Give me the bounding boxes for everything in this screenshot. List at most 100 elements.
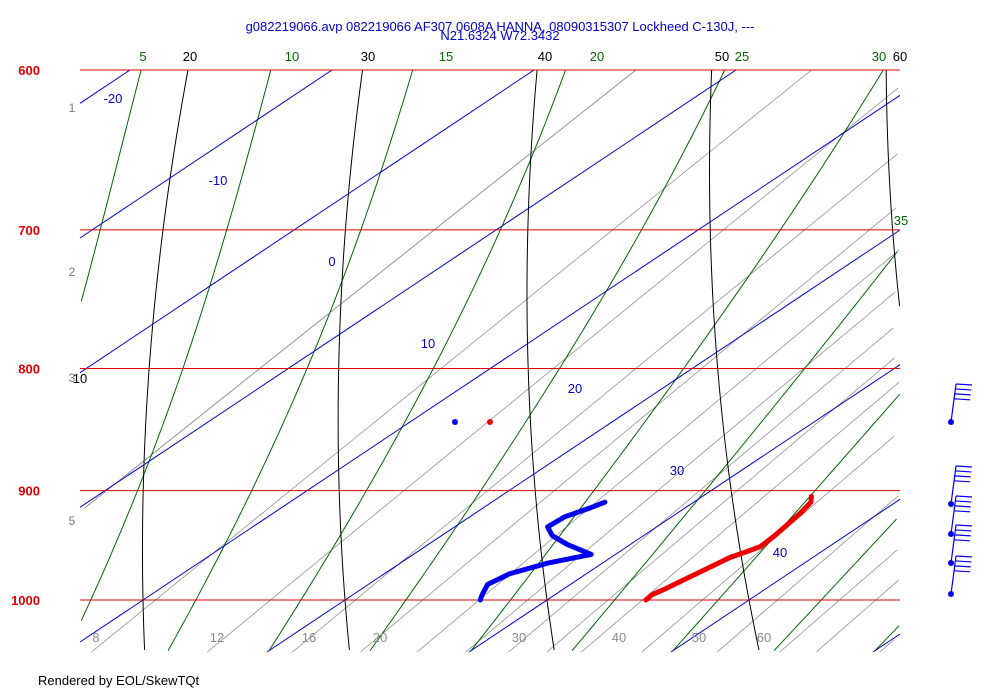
wind-barb-flag <box>954 565 971 568</box>
wind-barb-flag <box>954 393 971 396</box>
moist-adiabat-line <box>167 69 414 651</box>
wind-barb-flag <box>955 500 972 503</box>
wind-barb-flag <box>954 510 971 513</box>
mixing-ratio-label: 12 <box>210 630 224 645</box>
wind-barbs <box>948 383 973 597</box>
mixing-ratio-label: 8 <box>92 630 99 645</box>
wind-barb-shaft <box>950 524 957 564</box>
dry-adiabat-label: 50 <box>715 49 729 64</box>
isotherm-label: 20 <box>568 381 582 396</box>
dewpoint-profile <box>477 499 608 603</box>
mixing-ratio-line <box>416 249 900 653</box>
isotherm-label: -20 <box>104 91 123 106</box>
wind-barb <box>948 383 973 425</box>
moist-adiabat-line <box>874 625 900 651</box>
wind-barb <box>948 555 973 597</box>
isotherm-label: -10 <box>209 173 228 188</box>
mixing-ratio-label: 60 <box>757 630 771 645</box>
dry-adiabat-label: 20 <box>183 49 197 64</box>
isobar-label: 600 <box>18 63 40 78</box>
wind-barb-flag <box>955 555 973 558</box>
isotherm-line <box>872 633 901 653</box>
wind-barb-shaft <box>950 555 957 595</box>
mixing-ratio-line <box>716 495 899 653</box>
chart-title-line2: N21.6324 W72.3432 <box>440 28 560 43</box>
dry-adiabat-label: 30 <box>361 49 375 64</box>
dry-adiabat-line <box>337 69 364 651</box>
moist-adiabat-line <box>80 69 272 621</box>
wind-barb <box>948 495 973 537</box>
mixing-ratio-label: 16 <box>302 630 316 645</box>
wind-barb-flag <box>954 475 971 478</box>
mixing-ratio-label: 50 <box>692 630 706 645</box>
moist-adiabat-label: 10 <box>285 49 299 64</box>
moist-adiabat-label: 20 <box>590 49 604 64</box>
wind-barb-flag <box>955 495 973 498</box>
wind-barb-flag <box>955 470 972 473</box>
wind-barb-flag <box>955 524 973 527</box>
isotherm-line <box>79 69 131 104</box>
wind-barb-flag <box>955 383 973 386</box>
wind-barb-flag <box>955 560 972 563</box>
dry-adiabat-lines <box>141 69 901 651</box>
sounding-profiles <box>452 419 814 603</box>
moist-adiabat-label: 15 <box>439 49 453 64</box>
mixing-ratio-line <box>84 69 637 509</box>
isobar-lines <box>80 69 900 601</box>
moist-adiabat-label: 25 <box>735 49 749 64</box>
height-label: 2 <box>69 265 76 279</box>
isotherm-lines <box>79 69 901 653</box>
mixing-ratio-line <box>465 291 896 653</box>
isobar-label: 700 <box>18 223 40 238</box>
mixing-ratio-line <box>879 639 894 653</box>
isotherm-label: 0 <box>328 254 335 269</box>
isotherm-line <box>266 229 901 653</box>
moist-adiabat-label: 5 <box>139 49 146 64</box>
wind-barb-shaft <box>950 465 957 505</box>
moist-adiabat-label: 30 <box>872 49 886 64</box>
chart-title-line1: g082219066.avp 082219066 AF307 0608A HAN… <box>245 19 755 34</box>
isobar-label: 900 <box>18 484 40 499</box>
moist-adiabat-line <box>80 69 142 302</box>
height-label: 1 <box>69 101 76 115</box>
wind-barb-flag <box>955 529 972 532</box>
mixing-ratio-line <box>360 207 897 653</box>
mixing-ratio-line <box>508 327 894 653</box>
isotherm-line <box>468 364 901 653</box>
mixing-ratio-line <box>779 549 898 653</box>
wind-barb-flag <box>954 480 971 483</box>
mixing-ratio-line <box>292 153 898 653</box>
isotherm-label: 40 <box>773 545 787 560</box>
wind-barb-flag <box>955 465 973 468</box>
mixing-ratio-label: 30 <box>512 630 526 645</box>
temperature-profile <box>643 493 814 603</box>
mixing-ratio-label: 40 <box>612 630 626 645</box>
dry-adiabat-line <box>885 69 901 307</box>
isotherm-label: 30 <box>670 463 684 478</box>
dry-adiabat-label: 10 <box>73 371 87 386</box>
dry-adiabat-label: 40 <box>538 49 552 64</box>
dewpoint-marker <box>452 419 458 425</box>
wind-barb-shaft <box>950 495 957 535</box>
dry-adiabat-label: 60 <box>893 49 907 64</box>
mixing-ratio-line <box>581 381 900 653</box>
dry-adiabat-line <box>141 69 189 651</box>
moist-adiabat-line <box>470 69 884 651</box>
mixing-ratio-lines <box>84 69 900 653</box>
wind-barb-flag <box>954 534 971 537</box>
mixing-ratio-label: 20 <box>373 630 387 645</box>
moist-adiabat-line <box>773 518 897 651</box>
wind-barb-flag <box>955 388 972 391</box>
isotherm-line <box>79 69 333 239</box>
isotherm-line <box>79 69 535 374</box>
isotherm-label: 10 <box>421 336 435 351</box>
wind-barb-flag <box>954 505 971 508</box>
moist-adiabat-label: 35 <box>894 213 908 228</box>
temperature-marker <box>487 419 493 425</box>
wind-barb <box>948 465 973 507</box>
mixing-ratio-line <box>207 87 899 653</box>
footer-credit: Rendered by EOL/SkewTQt <box>38 673 200 688</box>
moist-adiabat-lines <box>80 69 901 651</box>
